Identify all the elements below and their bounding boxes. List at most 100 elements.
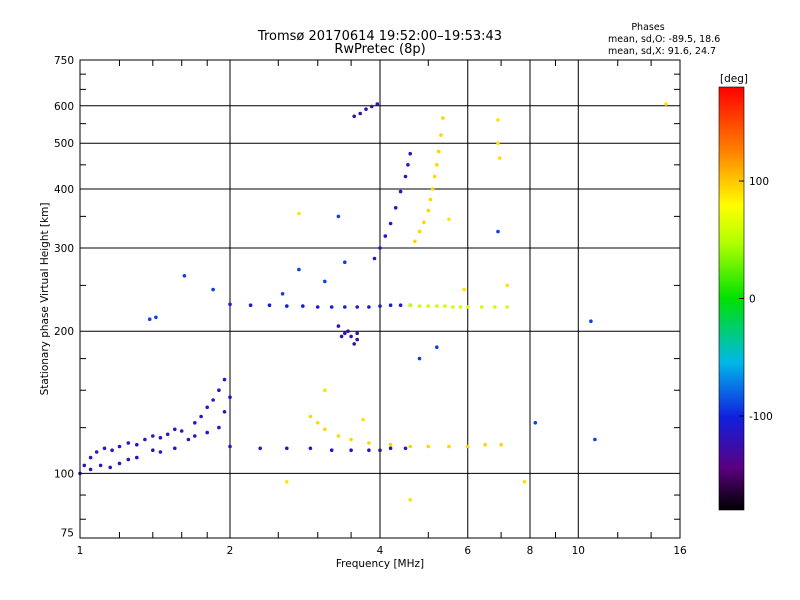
data-point <box>126 457 131 462</box>
data-point <box>417 304 422 308</box>
data-point <box>378 448 382 453</box>
x-tick-label: 1 <box>77 545 84 557</box>
data-point <box>408 151 413 156</box>
data-point <box>108 465 112 470</box>
data-point <box>88 455 93 460</box>
y-tick-label: 200 <box>54 326 74 338</box>
data-point <box>447 217 451 222</box>
data-point <box>329 448 334 453</box>
data-point <box>158 435 163 440</box>
data-point <box>346 329 350 334</box>
data-point <box>441 116 445 120</box>
data-point <box>496 118 500 122</box>
data-point <box>323 279 327 284</box>
colorbar-tick-label: 100 <box>749 176 769 188</box>
data-point <box>496 229 500 234</box>
colorbar-ticks: 100 0 -100 <box>739 176 773 423</box>
data-point <box>315 421 320 425</box>
data-point <box>158 450 163 454</box>
chart-subtitle: RwPretec (8p) <box>334 42 425 57</box>
phases-o-stats: mean, sd,O: -89.5, 18.6 <box>608 34 720 45</box>
x-tick-label: 2 <box>227 545 234 557</box>
data-point <box>435 304 439 308</box>
data-point <box>497 156 502 160</box>
data-point <box>522 480 527 484</box>
data-point <box>126 441 131 445</box>
data-point <box>117 461 122 466</box>
data-point <box>151 448 155 453</box>
data-point <box>352 342 357 346</box>
data-point <box>336 214 341 219</box>
data-point <box>308 446 313 451</box>
y-tick-label: 600 <box>54 101 74 113</box>
data-point <box>593 437 597 442</box>
data-point <box>217 425 221 430</box>
data-point <box>285 446 289 451</box>
data-point <box>336 434 341 438</box>
data-point <box>205 430 209 435</box>
data-point <box>179 429 184 433</box>
x-tick-label: 8 <box>527 545 534 557</box>
data-point <box>228 395 232 400</box>
data-point <box>217 388 221 393</box>
data-point <box>343 331 347 336</box>
data-point <box>88 467 93 472</box>
colorbar-label: [deg] <box>720 73 748 85</box>
data-point <box>430 187 435 191</box>
data-point <box>193 421 197 425</box>
data-point <box>349 334 353 339</box>
data-point <box>211 398 215 402</box>
data-point <box>151 434 155 438</box>
x-tick-label: 10 <box>572 545 585 557</box>
data-point <box>505 283 510 288</box>
phases-heading: Phases <box>631 22 664 33</box>
data-point <box>465 444 470 449</box>
data-point <box>479 305 484 309</box>
y-tick-label: 100 <box>54 468 74 480</box>
data-point <box>403 446 408 451</box>
data-point <box>589 319 593 324</box>
data-point <box>447 444 451 449</box>
data-point <box>355 331 360 336</box>
data-point <box>398 303 403 308</box>
data-point <box>315 305 320 309</box>
data-point <box>143 437 147 442</box>
data-point <box>165 432 170 437</box>
data-point <box>428 197 433 202</box>
data-point <box>285 480 289 484</box>
data-point <box>367 448 371 453</box>
data-point <box>483 442 487 447</box>
data-point <box>147 317 152 322</box>
minor-ticks <box>80 60 680 538</box>
data-point <box>280 292 285 296</box>
data-point <box>297 211 301 216</box>
data-point <box>462 287 466 292</box>
data-point <box>94 450 99 454</box>
data-point <box>336 324 341 328</box>
data-point <box>499 442 503 447</box>
data-point <box>182 274 187 278</box>
y-tick-label: 500 <box>54 138 74 150</box>
data-point <box>403 174 408 179</box>
data-point <box>301 304 305 308</box>
data-point <box>186 437 191 442</box>
data-point <box>349 448 353 453</box>
data-point <box>393 206 398 210</box>
data-point <box>173 427 177 432</box>
data-point <box>323 388 327 393</box>
data-point <box>435 163 439 167</box>
data-point <box>417 356 422 361</box>
data-point <box>443 304 447 308</box>
data-point <box>205 405 209 410</box>
data-point <box>664 102 668 106</box>
data-point <box>458 305 463 309</box>
x-tick-label: 4 <box>377 545 384 557</box>
phases-x-stats: mean, sd,X: 91.6, 24.7 <box>608 46 716 57</box>
data-point <box>426 304 431 308</box>
y-tick-label: 400 <box>54 184 74 196</box>
data-point <box>496 141 500 145</box>
data-point <box>199 414 203 419</box>
data-point <box>258 446 263 451</box>
data-point <box>372 256 377 261</box>
data-point <box>329 305 334 309</box>
